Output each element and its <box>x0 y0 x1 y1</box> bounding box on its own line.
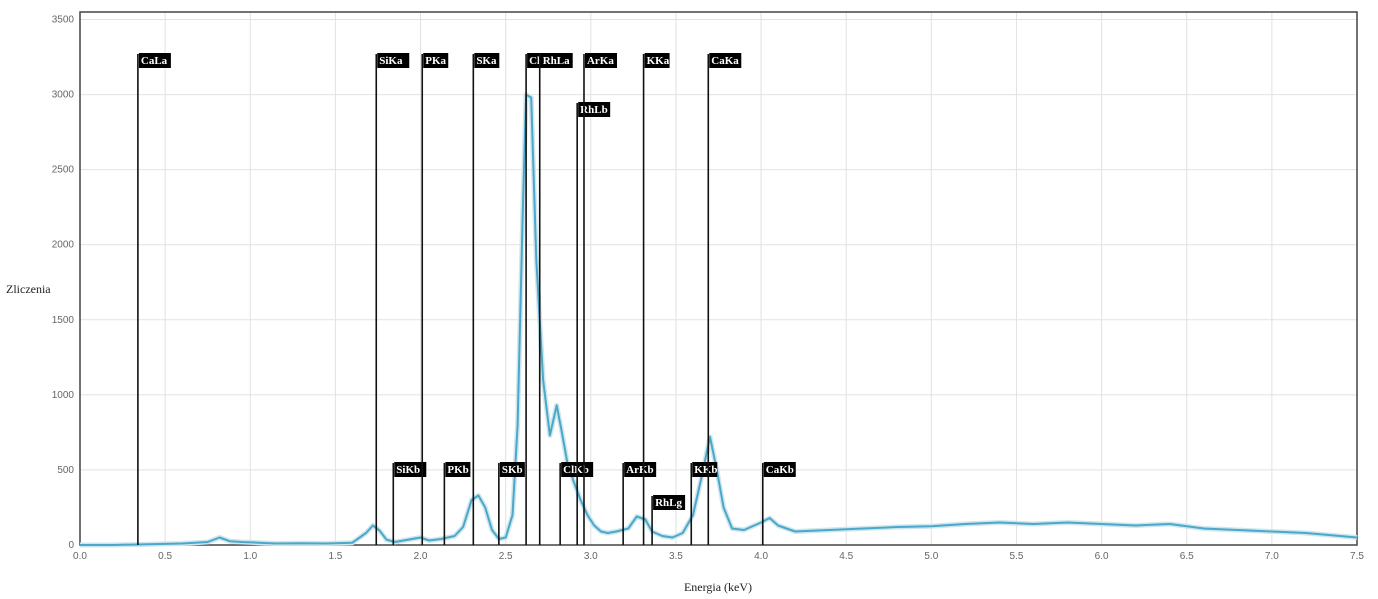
y-tick-label: 2500 <box>52 165 75 176</box>
peak-label-box <box>763 462 796 477</box>
x-tick-label: 0.0 <box>73 551 87 562</box>
peak-label: RhLg <box>655 497 682 509</box>
peak-label: CaLa <box>141 55 168 67</box>
peak-label: SKb <box>502 464 523 476</box>
x-tick-label: 0.5 <box>158 551 172 562</box>
x-tick-label: 5.5 <box>1010 551 1024 562</box>
peak-marker: PKb <box>443 462 471 545</box>
peak-label: RhLa <box>543 55 570 67</box>
x-tick-label: 5.0 <box>924 551 938 562</box>
x-axis-title: Energia (keV) <box>684 580 752 594</box>
spectrum-line <box>80 93 1358 546</box>
y-tick-label: 2000 <box>52 240 75 251</box>
y-axis-title: Zliczenia <box>6 282 51 296</box>
peak-label: CaKa <box>711 55 739 67</box>
peak-label: ArKa <box>587 55 614 67</box>
peak-label: ClKb <box>563 464 589 476</box>
peak-label: ArKb <box>626 464 654 476</box>
peak-label-box <box>692 462 718 477</box>
peak-marker: SiKa <box>375 53 410 545</box>
peak-label: KKb <box>694 464 717 476</box>
axis-ticks: 0.0 0.5 1.0 1.5 2.0 2.5 3.0 3.5 4.0 4.5 5.0 5.5 6.0 6… <box>52 15 1365 562</box>
peak-marker: SKb <box>498 462 525 545</box>
peak-label: Cl <box>529 55 540 67</box>
x-tick-label: 1.0 <box>243 551 257 562</box>
peak-label-box <box>499 462 525 477</box>
peak-label-box <box>527 53 546 68</box>
grid <box>79 12 1358 546</box>
peak-label-box <box>709 53 742 68</box>
peak-label-box <box>394 462 427 477</box>
y-tick-label: 1500 <box>52 315 75 326</box>
y-tick-label: 3500 <box>52 15 75 26</box>
x-tick-label: 2.0 <box>414 551 428 562</box>
peak-markers: CaLa SiKa SiKb PKa PKb SKa SKb Cl RhLa ClKb RhLb Ar… <box>137 53 796 545</box>
peak-marker: CaLa <box>137 53 171 545</box>
x-tick-label: 1.5 <box>328 551 342 562</box>
peak-marker: PKa <box>421 53 449 545</box>
peak-label: RhLb <box>580 104 608 116</box>
peak-label: SKa <box>476 55 497 67</box>
peak-label: CaKb <box>766 464 794 476</box>
peak-marker: KKb <box>690 462 718 545</box>
peak-label-box <box>644 53 670 68</box>
peak-label-box <box>377 53 410 68</box>
peak-label: PKa <box>425 55 446 67</box>
peak-label-box <box>540 53 573 68</box>
peak-marker: ArKa <box>583 53 617 545</box>
peak-marker: SKa <box>472 53 500 545</box>
peak-marker: ArKb <box>622 462 657 545</box>
peak-marker: RhLb <box>576 102 611 545</box>
x-tick-label: 7.5 <box>1350 551 1364 562</box>
peak-label-box <box>138 53 171 68</box>
x-tick-label: 2.5 <box>499 551 513 562</box>
peak-label-box <box>474 53 500 68</box>
peak-marker: SiKb <box>392 462 427 545</box>
peak-label: KKa <box>647 55 670 67</box>
peak-marker: CaKb <box>761 462 796 545</box>
peak-marker: RhLg <box>651 495 686 545</box>
peak-marker: RhLa <box>538 53 573 545</box>
x-tick-label: 3.0 <box>584 551 598 562</box>
peak-marker: Cl <box>525 53 546 545</box>
peak-label: SiKb <box>396 464 420 476</box>
peak-label-box <box>578 102 611 117</box>
peak-marker: ClKb <box>559 462 594 545</box>
y-tick-label: 1000 <box>52 390 75 401</box>
peak-label: PKb <box>447 464 468 476</box>
x-tick-label: 4.0 <box>754 551 768 562</box>
peak-label-box <box>445 462 471 477</box>
peak-label-box <box>584 53 617 68</box>
y-tick-label: 0 <box>68 540 74 551</box>
x-tick-label: 6.5 <box>1180 551 1194 562</box>
y-tick-label: 3000 <box>52 90 75 101</box>
peak-label-box <box>653 495 686 510</box>
peak-marker: KKa <box>642 53 670 545</box>
peak-label: SiKa <box>379 55 403 67</box>
peak-label-box <box>423 53 449 68</box>
x-tick-label: 3.5 <box>669 551 683 562</box>
x-tick-label: 4.5 <box>839 551 853 562</box>
series-layer <box>80 92 1358 548</box>
peak-label-box <box>624 462 657 477</box>
plot-frame <box>79 11 1358 546</box>
x-tick-label: 6.0 <box>1095 551 1109 562</box>
x-tick-label: 7.0 <box>1265 551 1279 562</box>
peak-marker: CaKa <box>707 53 742 545</box>
y-tick-label: 500 <box>57 465 74 476</box>
